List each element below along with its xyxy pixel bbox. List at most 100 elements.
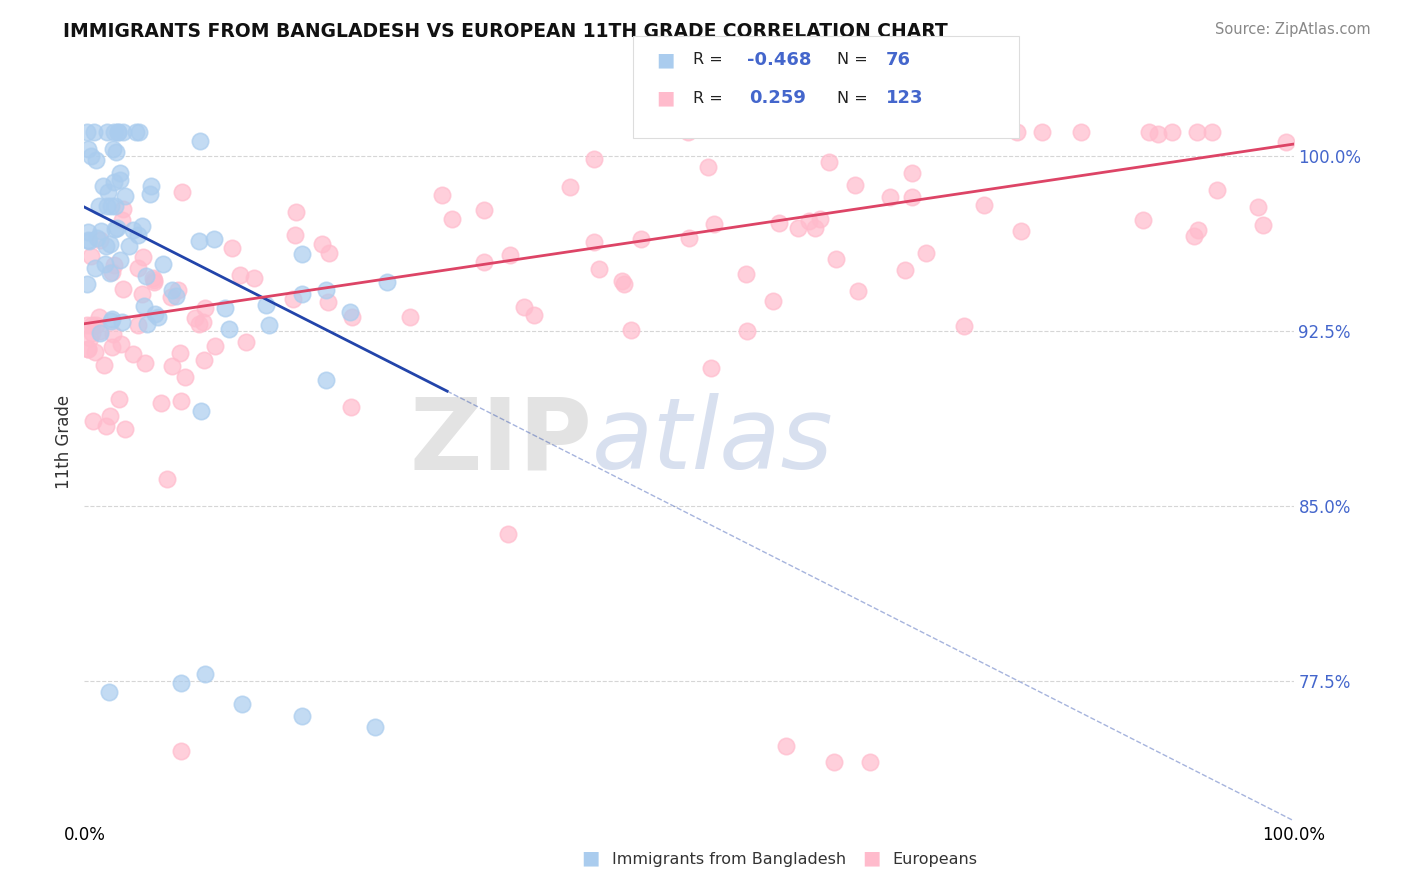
Point: [316, 295, 339, 310]
Point: [131, 286, 153, 301]
Point: [87, 310, 110, 325]
Text: Europeans: Europeans: [893, 852, 977, 867]
Point: [193, 315, 215, 329]
Point: [496, 526, 519, 541]
Point: [143, 307, 166, 321]
Point: [156, 472, 179, 486]
Point: [1184, 228, 1206, 243]
Point: [80, 149, 103, 163]
Point: [1031, 125, 1053, 139]
Point: [98, 236, 121, 251]
Point: [134, 300, 156, 314]
Point: [103, 125, 125, 139]
Point: [214, 301, 236, 315]
Point: [194, 301, 217, 315]
Point: [94, 257, 117, 271]
Text: N =: N =: [837, 53, 873, 67]
Point: [697, 160, 720, 174]
Text: 123: 123: [886, 89, 924, 107]
Point: [170, 676, 193, 690]
Point: [204, 339, 226, 353]
Point: [101, 326, 124, 341]
Point: [844, 178, 866, 193]
Point: [523, 308, 546, 322]
Text: -0.468: -0.468: [747, 51, 811, 69]
Point: [254, 298, 277, 312]
Point: [84, 260, 107, 275]
Point: [83, 344, 105, 359]
Point: [1247, 200, 1270, 214]
Point: [107, 392, 129, 406]
Point: [111, 281, 134, 295]
Point: [89, 233, 111, 247]
Point: [83, 125, 105, 139]
Point: [76, 342, 98, 356]
Text: R =: R =: [693, 53, 728, 67]
Text: Source: ZipAtlas.com: Source: ZipAtlas.com: [1215, 22, 1371, 37]
Point: [107, 125, 129, 139]
Point: [879, 190, 901, 204]
Point: [169, 345, 191, 359]
Point: [101, 340, 124, 354]
Point: [104, 145, 127, 159]
Point: [160, 290, 183, 304]
Point: [825, 252, 848, 267]
Point: [803, 221, 825, 235]
Point: [588, 262, 610, 277]
Point: [1251, 218, 1274, 232]
Point: [104, 199, 127, 213]
Point: [128, 125, 150, 139]
Point: [315, 283, 337, 297]
Point: [194, 666, 217, 681]
Point: [101, 311, 124, 326]
Point: [703, 217, 725, 231]
Point: [105, 221, 128, 235]
Point: [1161, 125, 1184, 139]
Point: [93, 359, 115, 373]
Point: [135, 268, 157, 283]
Point: [103, 142, 125, 156]
Point: [114, 422, 136, 436]
Point: [165, 289, 187, 303]
Point: [82, 318, 104, 333]
Point: [77, 225, 100, 239]
Point: [167, 283, 190, 297]
Point: [735, 324, 758, 338]
Point: [613, 277, 636, 291]
Point: [76, 125, 98, 139]
Point: [846, 284, 869, 298]
Point: [127, 261, 149, 276]
Point: [89, 324, 111, 338]
Point: [1070, 125, 1092, 139]
Text: Immigrants from Bangladesh: Immigrants from Bangladesh: [612, 852, 846, 867]
Point: [110, 336, 132, 351]
Point: [291, 287, 314, 301]
Point: [291, 246, 314, 260]
Point: [221, 241, 243, 255]
Point: [311, 237, 333, 252]
Point: [190, 404, 212, 418]
Point: [79, 249, 101, 263]
Point: [149, 396, 172, 410]
Y-axis label: 11th Grade: 11th Grade: [55, 394, 73, 489]
Point: [152, 257, 174, 271]
Point: [94, 419, 117, 434]
Point: [82, 414, 104, 428]
Point: [775, 739, 797, 753]
Point: [339, 305, 361, 319]
Point: [399, 310, 422, 325]
Point: [1005, 125, 1028, 139]
Point: [894, 263, 917, 277]
Text: ■: ■: [657, 50, 675, 70]
Point: [77, 235, 100, 249]
Point: [142, 270, 165, 285]
Point: [96, 199, 118, 213]
Point: [170, 185, 193, 199]
Point: [183, 310, 205, 325]
Point: [762, 294, 785, 309]
Text: 0.259: 0.259: [749, 89, 806, 107]
Point: [97, 685, 120, 699]
Text: R =: R =: [693, 91, 728, 105]
Point: [1275, 135, 1298, 149]
Point: [734, 267, 756, 281]
